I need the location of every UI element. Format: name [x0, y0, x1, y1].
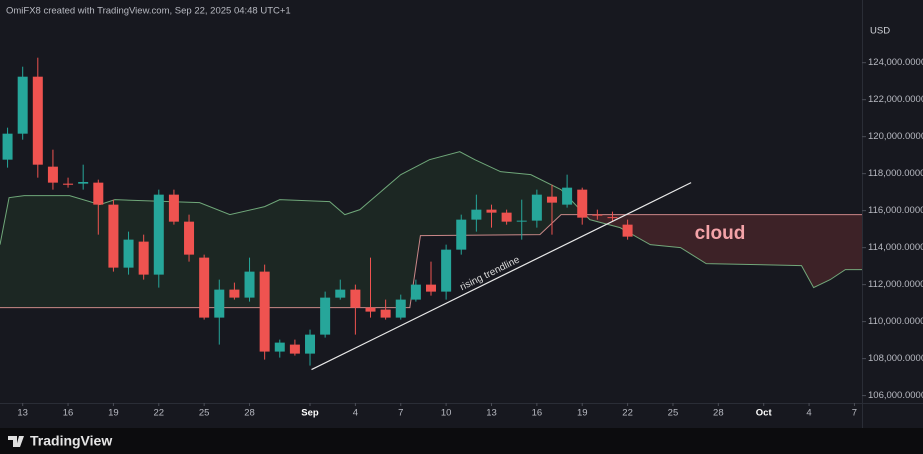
attribution: OmiFX8 created with TradingView.com, Sep… — [6, 6, 291, 17]
x-tick-label: 19 — [577, 408, 588, 419]
candle-body — [531, 194, 542, 221]
candle-body — [426, 284, 436, 292]
candle-body — [622, 224, 633, 237]
trendline — [311, 182, 692, 371]
candle-body — [516, 220, 527, 222]
x-tick-label: 19 — [108, 408, 119, 419]
x-tick-label: Sep — [301, 408, 319, 419]
candle-body — [199, 257, 210, 318]
candle-body — [395, 299, 406, 318]
cloud-annotation: cloud — [695, 223, 746, 244]
candle-body — [17, 76, 28, 134]
y-tick-label: 110,000.0000 — [868, 316, 923, 327]
x-tick-label: 22 — [622, 408, 633, 419]
candle-body — [274, 342, 285, 352]
candle-body — [168, 194, 179, 222]
x-tick-label: 25 — [199, 408, 210, 419]
candle-body — [320, 297, 331, 335]
x-tick-label: 7 — [398, 408, 403, 419]
candle-body — [229, 289, 240, 298]
x-tick-label: 25 — [668, 408, 679, 419]
candle-body — [335, 289, 346, 298]
y-tick-label: 122,000.0000 — [868, 94, 923, 105]
candle-body — [380, 309, 391, 318]
y-tick-label: 116,000.0000 — [868, 205, 923, 216]
y-tick-label: 120,000.0000 — [868, 131, 923, 142]
candle-body — [486, 209, 497, 213]
candle-body — [441, 249, 452, 292]
brand-icon — [8, 436, 24, 447]
x-tick-label: 28 — [713, 408, 724, 419]
candle-body — [577, 189, 588, 218]
y-tick-label: 114,000.0000 — [868, 242, 923, 253]
candle-body — [456, 219, 467, 250]
x-tick-label: 16 — [532, 408, 543, 419]
candle-body — [93, 182, 104, 205]
candle-body — [350, 289, 361, 308]
cloud-span-line — [0, 151, 862, 289]
candle-body — [501, 212, 512, 222]
candle-body — [546, 196, 557, 203]
x-tick-label: 16 — [63, 408, 74, 419]
candle-body — [32, 76, 43, 165]
x-tick-label: Oct — [756, 408, 773, 419]
footer-bar — [0, 428, 923, 454]
candle-body — [305, 334, 316, 354]
brand-name: TradingView — [30, 433, 112, 449]
x-tick-label: 13 — [486, 408, 497, 419]
candle-body — [471, 209, 482, 220]
x-tick-label: 4 — [806, 408, 811, 419]
y-tick-label: 108,000.0000 — [868, 353, 923, 364]
candle-body — [2, 133, 13, 160]
y-tick-label: 112,000.0000 — [868, 279, 923, 290]
x-tick-label: 13 — [17, 408, 28, 419]
candle-body — [607, 217, 618, 219]
candle-body — [47, 166, 58, 183]
y-tick-label: 106,000.0000 — [868, 390, 923, 401]
candle-body — [259, 271, 270, 352]
candle-body — [244, 271, 255, 298]
candle-body — [289, 344, 300, 354]
x-tick-label: 22 — [154, 408, 165, 419]
candle-body — [365, 307, 376, 312]
candle-body — [108, 204, 119, 268]
brand-logo: TradingView — [8, 433, 112, 449]
x-tick-label: 4 — [353, 408, 358, 419]
candle-body — [63, 183, 74, 185]
y-tick-label: 118,000.0000 — [868, 168, 923, 179]
candle-body — [592, 214, 603, 216]
candle-body — [138, 241, 149, 275]
currency-label: USD — [870, 26, 890, 37]
candle-body — [562, 187, 573, 205]
x-tick-label: 7 — [852, 408, 857, 419]
candle-body — [78, 181, 89, 184]
y-tick-label: 124,000.0000 — [868, 57, 923, 68]
candle-body — [214, 289, 225, 318]
x-tick-label: 28 — [244, 408, 255, 419]
cloud-span-line — [0, 214, 862, 309]
candle-body — [184, 221, 195, 255]
x-tick-label: 10 — [441, 408, 452, 419]
candle-body — [123, 239, 134, 268]
candle-body — [410, 284, 421, 300]
candle-body — [153, 194, 164, 275]
